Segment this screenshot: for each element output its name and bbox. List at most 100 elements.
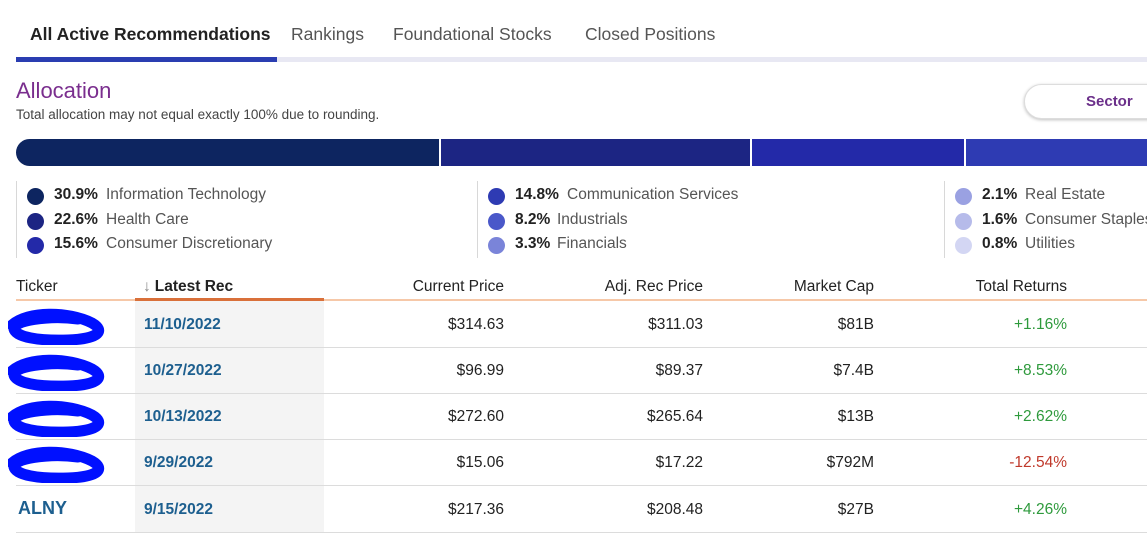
legend-item: 8.2% Industrials: [478, 211, 928, 236]
tab-foundational-stocks[interactable]: Foundational Stocks: [393, 24, 552, 44]
legend-sector-name: Information Technology: [106, 186, 266, 203]
legend-column-3: 2.1% Real Estate 1.6% Consumer Staples 0…: [945, 186, 1147, 260]
legend-sector-name: Real Estate: [1025, 186, 1106, 203]
market-cap: $792M: [826, 454, 874, 471]
legend-sector-name: Financials: [557, 235, 627, 252]
sector-toggle-button[interactable]: Sector: [1024, 84, 1147, 119]
legend-sector-name: Consumer Staples: [1025, 210, 1147, 228]
legend-column-1: 30.9% Information Technology 22.6% Healt…: [17, 186, 457, 260]
allocation-segment[interactable]: [966, 139, 1147, 166]
column-header-total-returns[interactable]: Total Returns: [975, 278, 1067, 295]
legend-column-2: 14.8% Communication Services 8.2% Indust…: [478, 186, 928, 260]
current-price: $314.63: [447, 316, 504, 333]
column-header-current-price[interactable]: Current Price: [412, 278, 504, 295]
allocation-segment[interactable]: [16, 139, 439, 166]
latest-rec-date[interactable]: 9/29/2022: [144, 454, 213, 471]
table-row[interactable]: 10/13/2022 $272.60 $265.64 $13B +2.62%: [8, 393, 1147, 440]
legend-dot: [488, 237, 505, 254]
tab-rankings[interactable]: Rankings: [291, 24, 364, 44]
header-divider: [16, 299, 1147, 301]
redacted-ticker-scribble: [8, 446, 104, 483]
legend-dot: [955, 212, 972, 230]
allocation-segment[interactable]: [751, 139, 965, 166]
column-header-adj-rec-price[interactable]: Adj. Rec Price: [604, 278, 703, 295]
legend-dot: [488, 188, 505, 205]
active-tab-indicator: [16, 57, 277, 62]
adj-rec-price: $311.03: [648, 316, 703, 333]
legend-item: 0.8% Utilities: [945, 235, 1147, 260]
tab-all-active-recommendations[interactable]: All Active Recommendations: [30, 24, 271, 44]
allocation-note: Total allocation may not equal exactly 1…: [16, 107, 380, 122]
legend-percent: 2.1%: [982, 186, 1018, 203]
latest-rec-date[interactable]: 10/27/2022: [144, 362, 222, 379]
legend-item: 2.1% Real Estate: [945, 186, 1147, 211]
total-returns: +8.53%: [1013, 362, 1067, 379]
legend-sector-name: Utilities: [1025, 235, 1075, 252]
sector-toggle-label: Sector: [1086, 93, 1133, 110]
legend-sector-name: Health Care: [106, 210, 189, 228]
legend-item: 15.6% Consumer Discretionary: [17, 235, 457, 260]
legend-sector-name: Industrials: [557, 210, 628, 228]
current-price: $217.36: [447, 501, 504, 518]
tab-bar: All Active Recommendations Rankings Foun…: [16, 0, 1147, 62]
allocation-title: Allocation: [16, 78, 112, 103]
legend-dot: [27, 188, 44, 205]
sorted-column-indicator: [135, 298, 324, 301]
table-row[interactable]: 9/29/2022 $15.06 $17.22 $792M -12.54%: [8, 439, 1147, 486]
legend-divider: [477, 181, 478, 258]
current-price: $15.06: [456, 454, 504, 471]
redacted-ticker-scribble: [8, 354, 104, 391]
legend-dot: [488, 212, 505, 230]
tab-bar-underline: [16, 57, 1147, 62]
legend-percent: 22.6%: [54, 210, 98, 228]
legend-divider: [16, 181, 17, 258]
legend-percent: 0.8%: [982, 235, 1018, 252]
legend-item: 30.9% Information Technology: [17, 186, 457, 211]
ticker-link[interactable]: ALNY: [18, 498, 67, 518]
legend-item: 22.6% Health Care: [17, 211, 457, 236]
legend-item: 14.8% Communication Services: [478, 186, 928, 211]
legend-item: 3.3% Financials: [478, 235, 928, 260]
adj-rec-price: $17.22: [655, 454, 703, 471]
legend-sector-name: Consumer Discretionary: [106, 235, 273, 252]
table-header: Ticker ↓ Latest Rec Current Price Adj. Re…: [16, 272, 1147, 302]
column-header-latest-rec-label: Latest Rec: [154, 278, 234, 295]
market-cap: $7.4B: [833, 362, 874, 379]
legend-percent: 8.2%: [515, 210, 551, 228]
legend-sector-name: Communication Services: [567, 186, 739, 203]
legend-dot: [955, 237, 972, 254]
legend-percent: 15.6%: [54, 235, 98, 252]
latest-rec-date[interactable]: 9/15/2022: [144, 501, 213, 518]
legend-dot: [27, 237, 44, 254]
legend-item: 1.6% Consumer Staples: [945, 211, 1147, 236]
adj-rec-price: $89.37: [655, 362, 703, 379]
allocation-bar: [16, 139, 1147, 166]
adj-rec-price: $265.64: [646, 408, 703, 425]
tab-closed-positions[interactable]: Closed Positions: [585, 24, 716, 44]
current-price: $96.99: [456, 362, 504, 379]
column-header-market-cap[interactable]: Market Cap: [793, 278, 874, 295]
redacted-ticker-scribble: [8, 308, 104, 345]
legend-dot: [955, 188, 972, 205]
adj-rec-price: $208.48: [646, 501, 703, 518]
allocation-segment[interactable]: [440, 139, 750, 166]
column-header-ticker[interactable]: Ticker: [16, 278, 58, 295]
latest-rec-date[interactable]: 11/10/2022: [144, 316, 221, 333]
total-returns: -12.54%: [1009, 454, 1067, 471]
table-row[interactable]: ALNY 9/15/2022 $217.36 $208.48 $27B +4.26%: [16, 486, 1147, 533]
current-price: $272.60: [447, 408, 504, 425]
legend-percent: 1.6%: [982, 210, 1018, 228]
column-header-latest-rec[interactable]: ↓ Latest Rec: [143, 278, 233, 296]
table-row[interactable]: 10/27/2022 $96.99 $89.37 $7.4B +8.53%: [8, 347, 1147, 394]
sort-descending-icon: ↓: [143, 278, 151, 295]
table-row[interactable]: 11/10/2022 $314.63 $311.03 $81B +1.16%: [8, 301, 1147, 348]
legend-dot: [27, 212, 44, 230]
latest-rec-date[interactable]: 10/13/2022: [144, 408, 222, 425]
market-cap: $13B: [837, 408, 874, 425]
legend-percent: 30.9%: [54, 186, 98, 203]
sorted-column-highlight: [135, 301, 324, 532]
redacted-ticker-scribble: [8, 400, 104, 437]
legend-percent: 3.3%: [515, 235, 551, 252]
total-returns: +1.16%: [1013, 316, 1067, 333]
market-cap: $81B: [837, 316, 874, 333]
